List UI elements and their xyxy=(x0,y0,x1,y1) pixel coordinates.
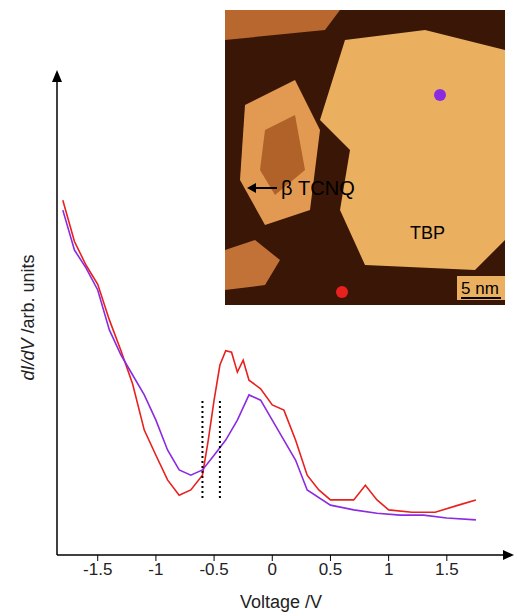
svg-text:5 nm: 5 nm xyxy=(461,279,499,298)
svg-text:-0.5: -0.5 xyxy=(199,560,228,579)
svg-text:β TCNQ: β TCNQ xyxy=(281,177,355,199)
svg-text:-1: -1 xyxy=(148,560,163,579)
svg-text:1: 1 xyxy=(384,560,393,579)
svg-text:1.5: 1.5 xyxy=(435,560,459,579)
svg-text:0: 0 xyxy=(268,560,277,579)
svg-text:Voltage /V: Voltage /V xyxy=(240,592,322,612)
svg-text:0.5: 0.5 xyxy=(319,560,343,579)
svg-text:-1.5: -1.5 xyxy=(83,560,112,579)
svg-text:TBP: TBP xyxy=(410,223,445,243)
svg-text:dI/dV /arb. units: dI/dV /arb. units xyxy=(18,254,38,380)
